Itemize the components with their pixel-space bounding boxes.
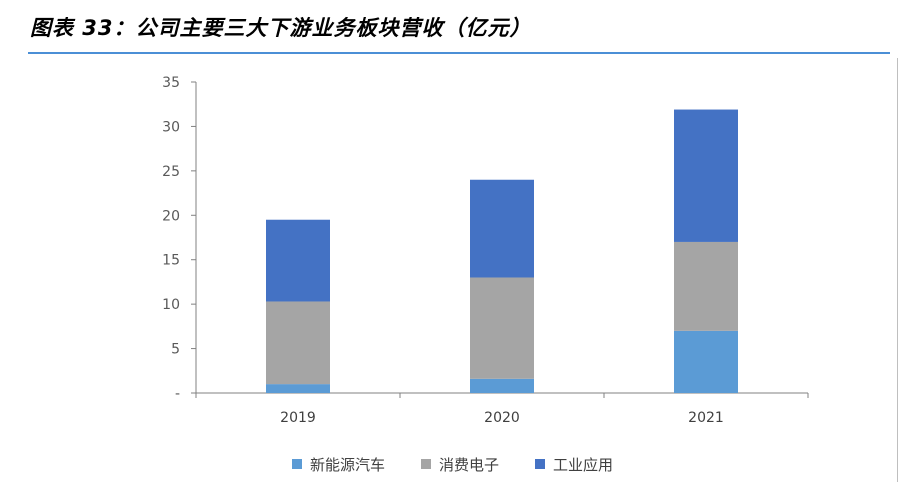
legend-item: 工业应用 (535, 452, 613, 476)
bar-segment (266, 219, 330, 302)
chart-legend: 新能源汽车 消费电子 工业应用 (0, 452, 905, 476)
y-tick-label: 35 (162, 75, 180, 91)
bar-segment (674, 241, 738, 331)
legend-swatch (420, 459, 431, 469)
bar-segment (674, 330, 738, 393)
bar-segment (470, 378, 534, 393)
bar-segment (470, 277, 534, 379)
bar-segment (674, 109, 738, 242)
frame-border (897, 58, 898, 482)
x-category-label: 2021 (688, 410, 724, 426)
legend-label: 消费电子 (438, 455, 499, 474)
x-category-label: 2020 (484, 410, 520, 426)
y-tick-label: 30 (162, 119, 180, 135)
legend-label: 工业应用 (553, 455, 614, 474)
y-tick-label: 5 (171, 342, 180, 358)
y-tick-label: 20 (162, 208, 180, 224)
legend-swatch (291, 459, 302, 469)
legend-item: 新能源汽车 (291, 452, 385, 476)
y-tick-label: - (175, 386, 180, 402)
title-bar: 图表 33：公司主要三大下游业务板块营收（亿元） (0, 0, 905, 58)
y-tick-label: 10 (162, 297, 180, 313)
legend-label: 新能源汽车 (309, 455, 385, 474)
legend-swatch (535, 459, 545, 469)
bar-segment (266, 301, 330, 385)
x-category-label: 2019 (280, 410, 316, 426)
bar-segment (470, 179, 534, 278)
bar-segment (266, 384, 330, 393)
chart-title: 图表 33：公司主要三大下游业务板块营收（亿元） (30, 16, 532, 40)
y-tick-label: 15 (162, 253, 180, 269)
legend-item: 消费电子 (420, 452, 499, 476)
y-tick-label: 25 (162, 164, 180, 180)
title-underline (28, 52, 890, 54)
